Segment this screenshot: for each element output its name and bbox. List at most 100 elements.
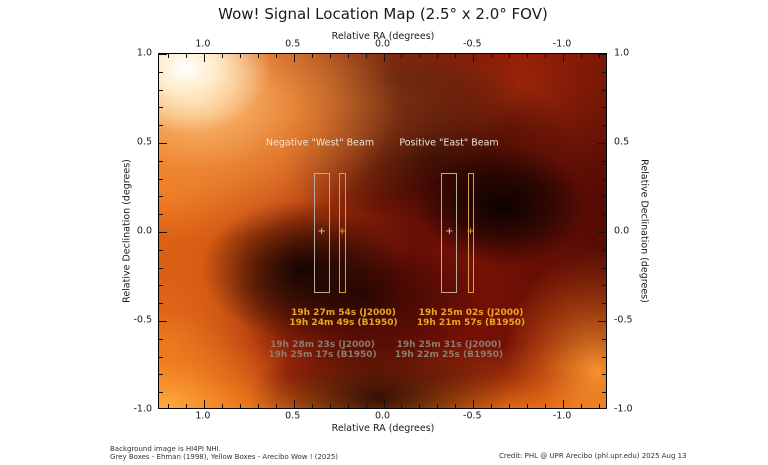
y-axis-label-right: Relative Declination (degrees) [638, 159, 650, 303]
minor-tick-y [159, 392, 163, 394]
background-note-line1: Background image is HI4PI NHI. [110, 445, 221, 453]
minor-tick-x [239, 54, 241, 58]
y-tick-label-left: -0.5 [133, 314, 152, 326]
minor-tick-y [602, 267, 606, 269]
minor-tick-x [401, 404, 403, 408]
minor-tick-x [527, 404, 529, 408]
west-ehman-cross-marker: + [317, 226, 326, 237]
minor-tick-y [159, 160, 163, 162]
minor-tick-y [159, 356, 163, 358]
minor-tick-x [275, 404, 277, 408]
y-tick-label-left: 1.0 [136, 47, 152, 59]
x-tick-label-bottom: 1.0 [195, 410, 211, 422]
minor-tick-y [602, 71, 606, 73]
minor-tick-x [365, 404, 367, 408]
major-tick-x [563, 400, 565, 408]
minor-tick-y [602, 374, 606, 376]
west-ehman-b1950: 19h 25m 17s (B1950) [268, 349, 377, 360]
major-tick-x [563, 54, 565, 62]
minor-tick-x [257, 54, 259, 58]
minor-tick-y [159, 249, 163, 251]
y-tick-label-left: -1.0 [133, 403, 152, 415]
minor-tick-x [257, 404, 259, 408]
x-tick-label-top: 1.0 [195, 38, 211, 50]
minor-tick-x [311, 404, 313, 408]
x-tick-label-bottom: 0.5 [285, 410, 301, 422]
east-ehman-coordinates: 19h 25m 31s (J2000) 19h 22m 25s (B1950) [394, 340, 504, 360]
minor-tick-y [602, 285, 606, 287]
east-ehman-grey-box [441, 173, 458, 293]
west-ehman-coordinates: 19h 28m 23s (J2000) 19h 25m 17s (B1950) [268, 340, 377, 360]
minor-tick-x [509, 404, 511, 408]
minor-tick-y [159, 374, 163, 376]
minor-tick-x [599, 404, 601, 408]
minor-tick-x [167, 404, 169, 408]
minor-tick-y [602, 392, 606, 394]
minor-tick-x [311, 54, 313, 58]
west-arecibo-cross-marker: + [337, 226, 347, 237]
west-beam-label: Negative "West" Beam [265, 137, 375, 149]
west-arecibo-yellow-box [338, 173, 346, 293]
major-tick-x [293, 400, 295, 408]
minor-tick-x [599, 54, 601, 58]
minor-tick-x [329, 404, 331, 408]
y-tick-label-right: 1.0 [614, 47, 630, 59]
minor-tick-y [159, 338, 163, 340]
minor-tick-y [602, 303, 606, 305]
minor-tick-x [167, 54, 169, 58]
minor-tick-y [159, 71, 163, 73]
east-arecibo-coordinates: 19h 25m 02s (J2000) 19h 21m 57s (B1950) [417, 308, 525, 328]
minor-tick-y [602, 249, 606, 251]
x-tick-label-bottom: -1.0 [552, 410, 572, 422]
major-tick-x [473, 54, 475, 62]
minor-tick-y [159, 107, 163, 109]
y-tick-label-right: -0.5 [614, 314, 633, 326]
credit-text: Credit: PHL @ UPR Arecibo (phl.upr.edu) … [499, 452, 687, 460]
minor-tick-x [239, 404, 241, 408]
y-tick-label-left: 0.0 [136, 225, 152, 237]
background-note-line2: Grey Boxes - Ehman (1998), Yellow Boxes … [110, 452, 339, 461]
major-tick-x [203, 400, 205, 408]
minor-tick-x [221, 404, 223, 408]
east-ehman-b1950: 19h 22m 25s (B1950) [394, 349, 504, 360]
y-tick-label-right: -1.0 [614, 403, 633, 415]
x-axis-label-bottom: Relative RA (degrees) [331, 423, 435, 434]
minor-tick-y [159, 178, 163, 180]
x-tick-label-top: 0.0 [374, 38, 391, 50]
major-tick-x [473, 400, 475, 408]
minor-tick-x [581, 404, 583, 408]
y-tick-label-left: 0.5 [136, 136, 152, 148]
west-arecibo-j2000: 19h 27m 54s (J2000) [291, 308, 396, 318]
sky-map-plot: Negative "West" Beam + + 19h 27m 54s (J2… [158, 53, 607, 409]
minor-tick-y [159, 214, 163, 216]
minor-tick-x [185, 54, 187, 58]
y-tick-label-right: 0.5 [614, 136, 630, 148]
minor-tick-y [159, 125, 163, 127]
minor-tick-y [602, 356, 606, 358]
minor-tick-x [437, 404, 439, 408]
west-arecibo-b1950: 19h 24m 49s (B1950) [289, 317, 398, 328]
east-beam-label: Positive "East" Beam [399, 137, 499, 149]
east-ehman-j2000: 19h 25m 31s (J2000) [396, 340, 502, 350]
major-tick-y [159, 54, 167, 55]
minor-tick-x [401, 54, 403, 58]
minor-tick-y [602, 125, 606, 127]
minor-tick-y [602, 214, 606, 216]
west-arecibo-coordinates: 19h 27m 54s (J2000) 19h 24m 49s (B1950) [289, 308, 398, 328]
minor-tick-x [491, 54, 493, 58]
major-tick-y [598, 232, 606, 233]
minor-tick-x [545, 54, 547, 58]
east-ehman-cross-marker: + [445, 226, 454, 237]
minor-tick-x [545, 404, 547, 408]
minor-tick-x [455, 404, 457, 408]
x-tick-label-top: -1.0 [552, 38, 572, 50]
minor-tick-x [509, 54, 511, 58]
east-arecibo-j2000: 19h 25m 02s (J2000) [418, 308, 524, 318]
east-arecibo-yellow-box [467, 173, 474, 293]
minor-tick-x [491, 404, 493, 408]
minor-tick-x [221, 54, 223, 58]
minor-tick-y [159, 267, 163, 269]
east-arecibo-cross-marker: + [466, 226, 475, 237]
minor-tick-x [329, 54, 331, 58]
